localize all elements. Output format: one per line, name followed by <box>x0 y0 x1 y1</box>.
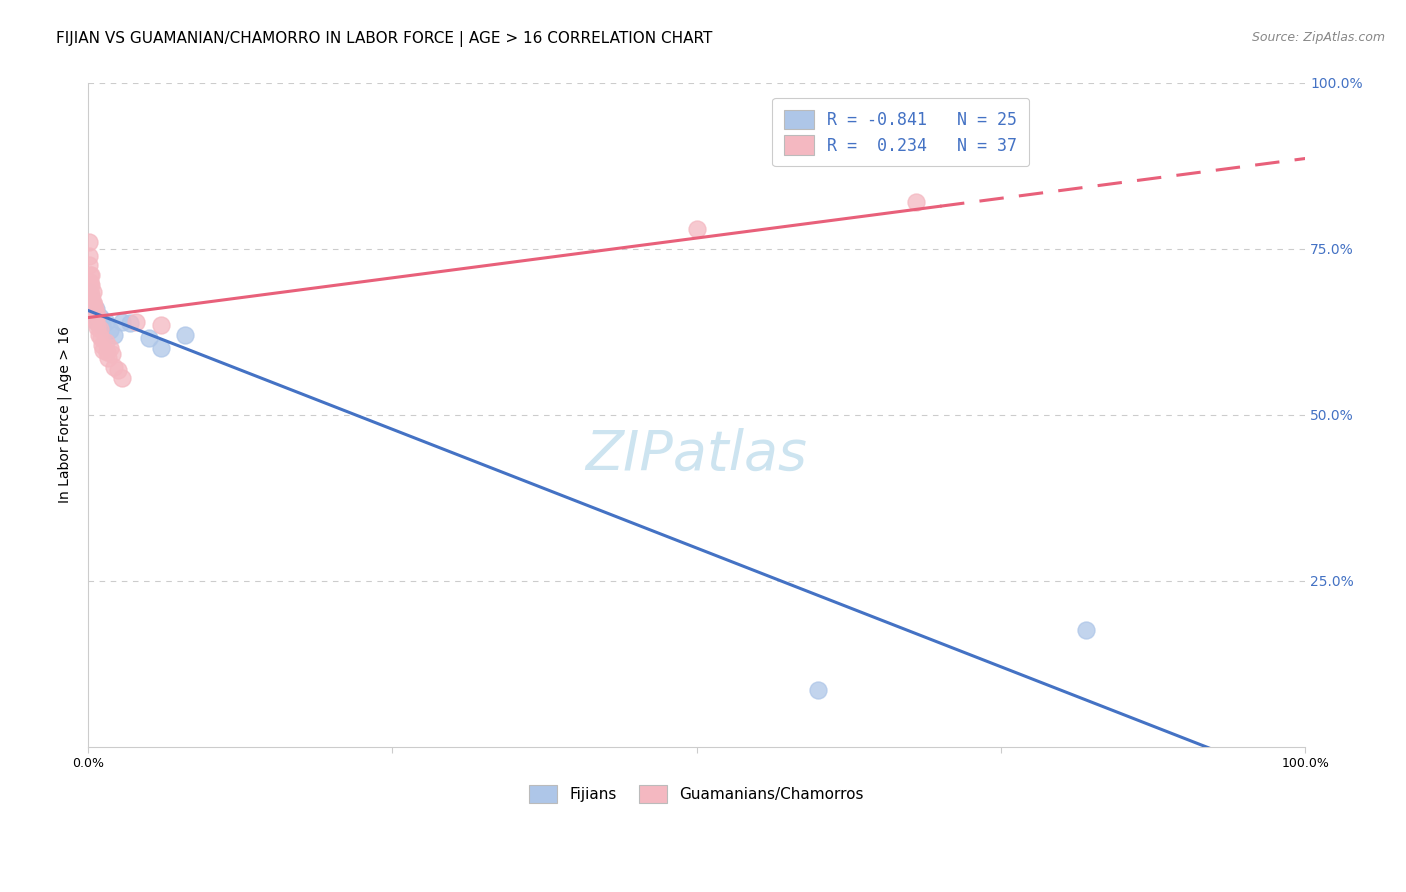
Point <box>107 362 129 376</box>
Point <box>83 305 105 319</box>
Point <box>93 343 115 357</box>
Point <box>89 310 111 324</box>
Point <box>77 292 100 306</box>
Point <box>94 334 117 349</box>
Point <box>86 320 108 334</box>
Point <box>120 316 142 330</box>
Point <box>77 285 100 299</box>
Point <box>103 359 125 374</box>
Point <box>685 222 707 236</box>
Point <box>79 275 101 289</box>
Point <box>138 331 160 345</box>
Point <box>79 268 101 283</box>
Point <box>149 318 172 333</box>
Point <box>79 278 101 293</box>
Point <box>807 683 830 698</box>
Point <box>90 331 112 345</box>
Text: FIJIAN VS GUAMANIAN/CHAMORRO IN LABOR FORCE | AGE > 16 CORRELATION CHART: FIJIAN VS GUAMANIAN/CHAMORRO IN LABOR FO… <box>56 31 713 47</box>
Point <box>82 301 104 316</box>
Point <box>96 344 118 359</box>
Point <box>82 310 104 324</box>
Point <box>103 328 125 343</box>
Point <box>79 288 101 302</box>
Point <box>91 338 114 352</box>
Point <box>174 328 197 343</box>
Point <box>97 351 120 366</box>
Point <box>98 323 121 337</box>
Point <box>80 268 103 283</box>
Point <box>80 288 103 302</box>
Point <box>94 315 117 329</box>
Point <box>82 285 104 299</box>
Point <box>79 301 101 316</box>
Point <box>77 235 100 250</box>
Point <box>111 371 134 385</box>
Point <box>80 295 103 310</box>
Point <box>111 315 134 329</box>
Point <box>82 295 104 310</box>
Point <box>84 301 107 316</box>
Point <box>86 308 108 322</box>
Point <box>83 298 105 312</box>
Point <box>904 195 927 210</box>
Point <box>98 342 121 356</box>
Point <box>149 342 172 356</box>
Point <box>80 295 103 310</box>
Point <box>125 315 148 329</box>
Point <box>91 318 114 333</box>
Point <box>80 305 103 319</box>
Legend: Fijians, Guamanians/Chamorros: Fijians, Guamanians/Chamorros <box>520 776 873 812</box>
Point <box>80 278 103 293</box>
Point <box>87 328 110 343</box>
Point <box>101 347 124 361</box>
Text: Source: ZipAtlas.com: Source: ZipAtlas.com <box>1251 31 1385 45</box>
Point <box>1076 624 1098 638</box>
Point <box>83 305 105 319</box>
Point <box>84 311 107 326</box>
Point <box>84 308 107 322</box>
Point <box>84 301 107 316</box>
Text: ZIPatlas: ZIPatlas <box>585 428 807 481</box>
Point <box>84 315 107 329</box>
Point <box>79 285 101 299</box>
Point <box>77 259 100 273</box>
Point <box>89 321 111 335</box>
Point <box>79 298 101 312</box>
Y-axis label: In Labor Force | Age > 16: In Labor Force | Age > 16 <box>58 326 72 503</box>
Point <box>86 315 108 329</box>
Point <box>77 248 100 262</box>
